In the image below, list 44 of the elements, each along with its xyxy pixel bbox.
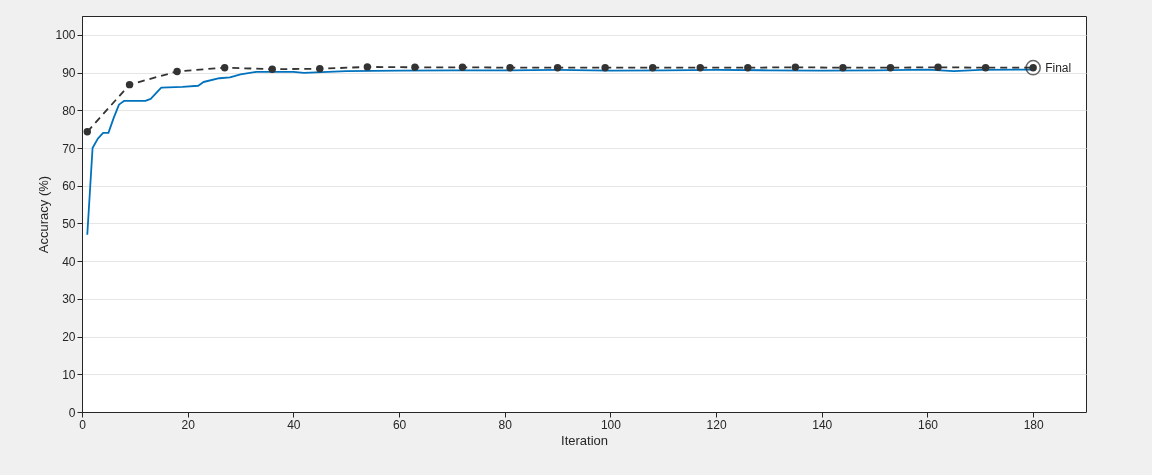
x-tick-label: 120 [706,417,727,432]
point [981,63,990,72]
point [744,63,752,72]
y-tick-label: 20 [62,330,76,345]
annotation: Final [1045,60,1072,75]
x-tick-label: 160 [917,417,939,432]
y-tick-label: 40 [62,254,76,269]
point [934,63,942,71]
point [886,63,895,72]
point [363,63,372,71]
x-tick-label: 40 [287,417,301,432]
x-tick-label: 180 [1023,417,1044,432]
y-tick-label: 80 [62,103,76,118]
point [268,65,276,73]
point [411,63,419,71]
x-axis-title: Iteration [561,432,608,448]
point [791,63,800,71]
y-tick-label: 100 [55,28,76,43]
x-tick-label: 60 [392,417,407,432]
y-tick-label: 90 [62,66,76,81]
x-tick-label: 100 [600,417,622,432]
point [83,128,91,136]
point [601,63,609,72]
point [648,63,657,72]
point [125,80,134,89]
y-tick-label: 0 [68,405,76,420]
point [506,63,514,72]
y-tick-label: 30 [62,292,76,307]
point [458,63,467,71]
y-tick-label: 50 [62,216,76,231]
point [220,63,229,72]
y-tick-label: 70 [62,141,76,156]
y-tick-label: 10 [62,367,76,382]
point [696,63,704,72]
x-tick-label: 20 [181,417,196,432]
x-tick-label: 0 [79,417,87,432]
y-tick-label: 60 [62,179,76,194]
point [173,67,181,76]
y-axis-title: Accuracy (%) [36,175,52,254]
x-tick-label: 80 [498,417,513,432]
point [839,63,847,72]
point [553,63,562,72]
point [316,65,324,73]
x-tick-label: 140 [812,417,833,432]
